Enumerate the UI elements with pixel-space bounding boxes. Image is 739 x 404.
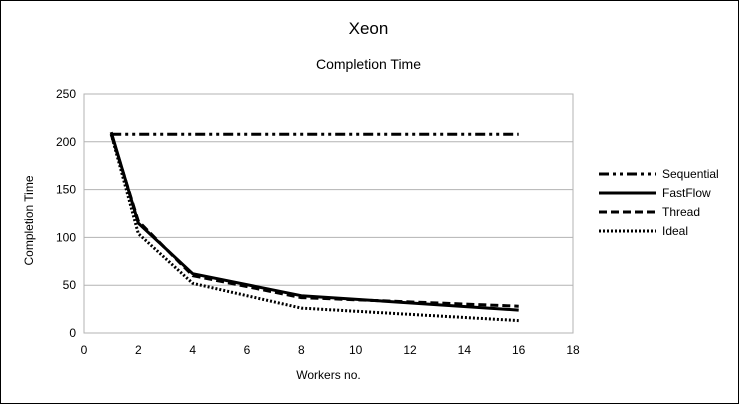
legend-label-fastflow: FastFlow [662, 186, 711, 200]
x-tick-label: 8 [298, 343, 305, 357]
x-tick-label: 6 [244, 343, 251, 357]
legend-label-ideal: Ideal [662, 224, 688, 238]
chart-subtitle: Completion Time [315, 56, 422, 72]
y-tick-label: 50 [63, 278, 77, 292]
x-tick-label: 10 [349, 343, 363, 357]
chart-title: Xeon [348, 19, 389, 38]
legend-label-thread: Thread [662, 205, 700, 219]
series-line-ideal [109, 133, 519, 323]
legend: Sequential FastFlow Thread Ideal [599, 167, 719, 238]
series-line-fastflow [109, 131, 519, 312]
x-tick-label: 16 [512, 343, 526, 357]
x-tick-label: 14 [458, 343, 472, 357]
y-tick-label: 250 [56, 87, 76, 101]
x-tick-label: 18 [566, 343, 580, 357]
y-tick-label: 200 [56, 135, 76, 149]
y-tick-label: 150 [56, 183, 76, 197]
series-line-thread [109, 133, 519, 308]
x-tick-label: 2 [135, 343, 142, 357]
x-tick-label: 4 [189, 343, 196, 357]
x-axis-label: Workers no. [296, 368, 360, 382]
y-tick-label: 0 [69, 326, 76, 340]
y-axis-label: Completion Time [22, 175, 36, 265]
y-tick-label: 100 [56, 230, 76, 244]
legend-label-sequential: Sequential [662, 167, 719, 181]
x-tick-label: 0 [81, 343, 88, 357]
x-tick-label: 12 [403, 343, 417, 357]
plot-area [83, 93, 574, 334]
